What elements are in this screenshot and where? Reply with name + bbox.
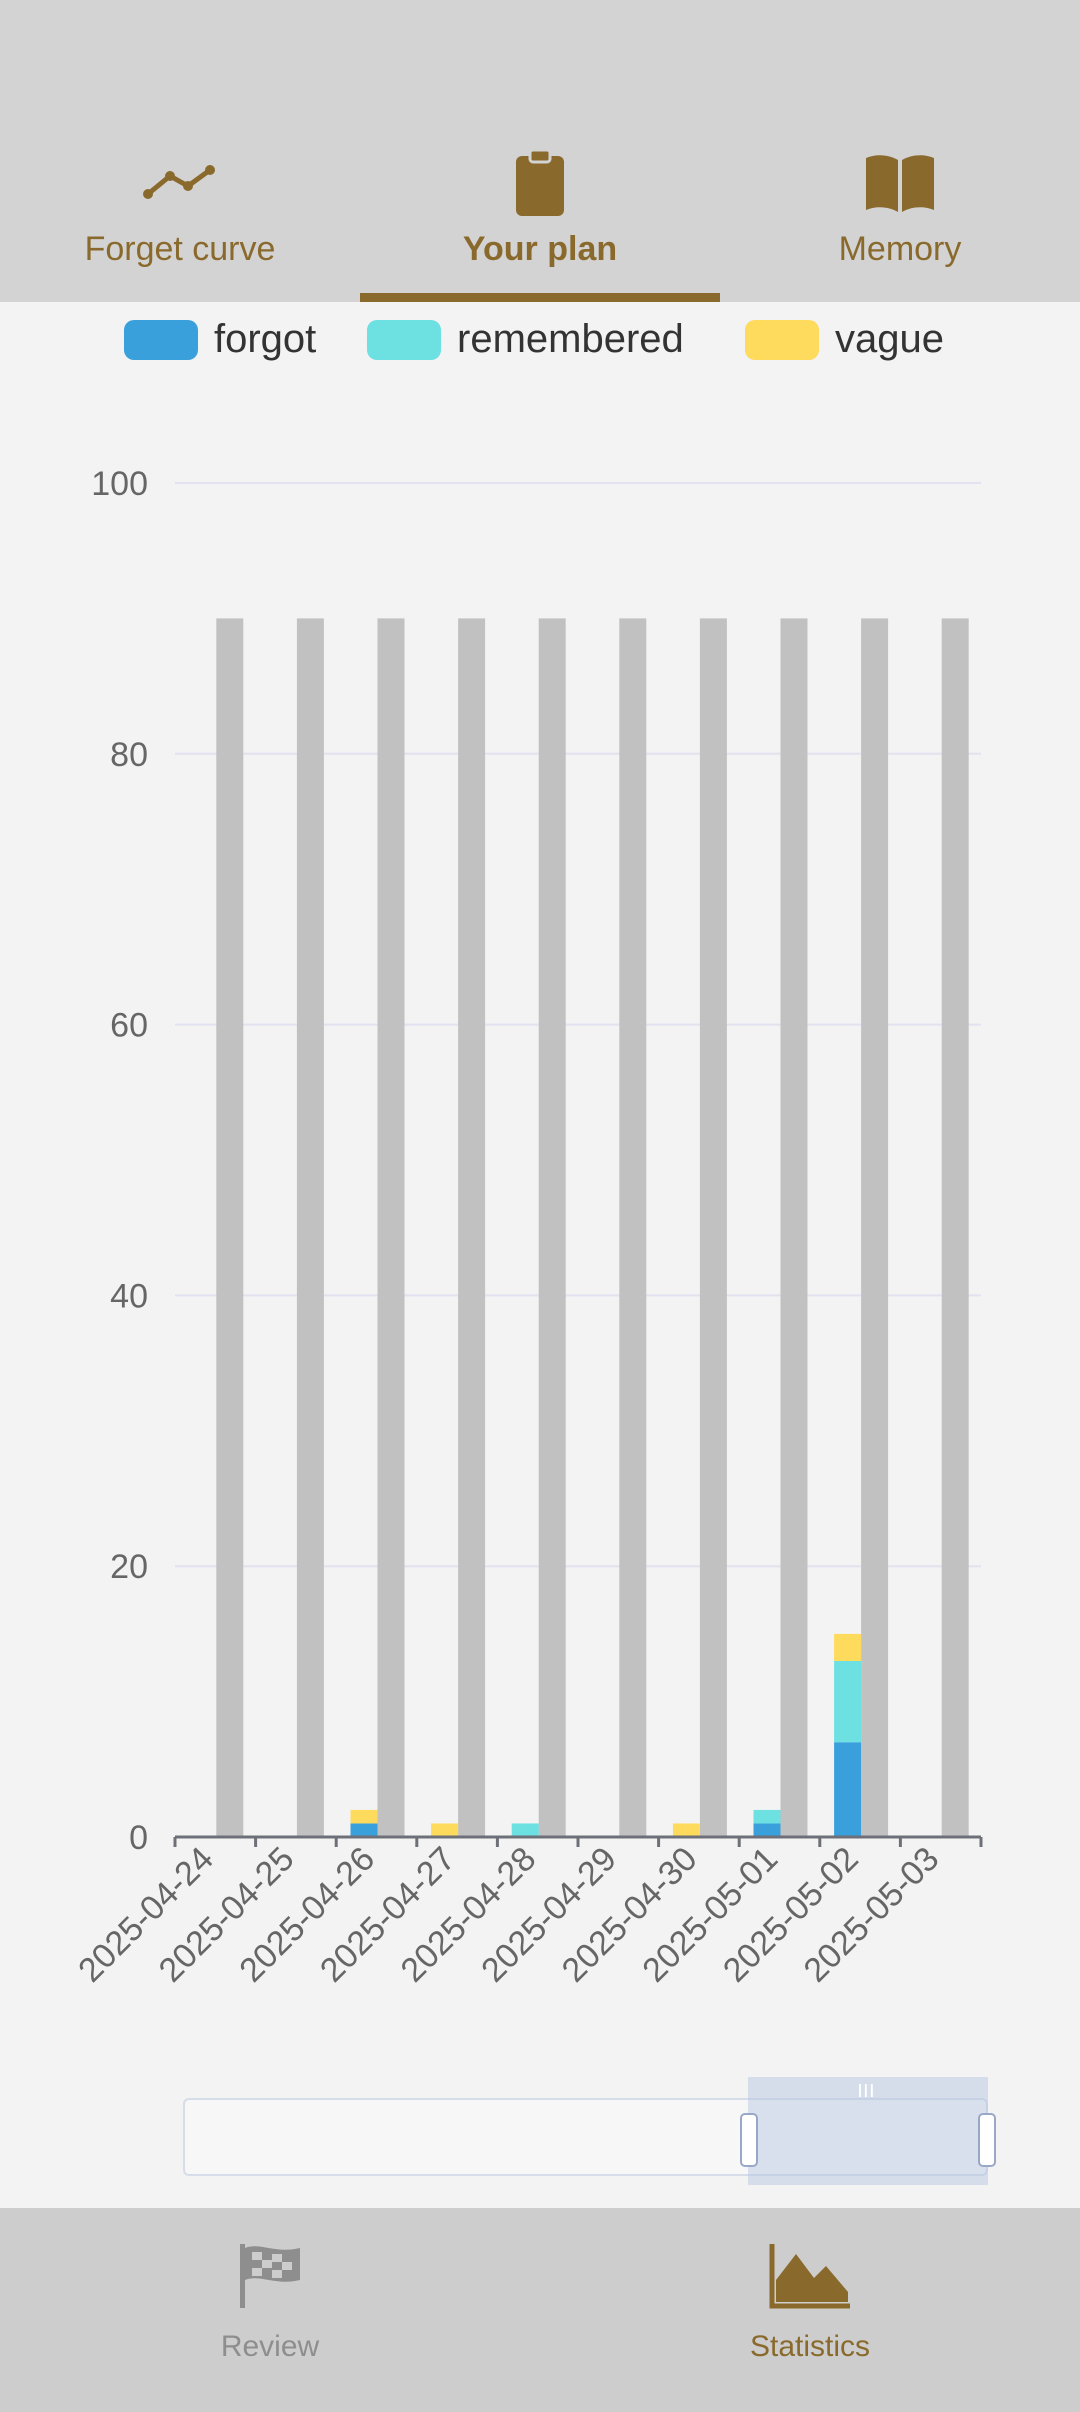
area-chart-icon xyxy=(540,2236,1080,2316)
bar-segment-forgot xyxy=(350,1823,378,1837)
nav-label: Review xyxy=(220,2330,320,2363)
chart-legend: forgot remembered vague xyxy=(0,305,1080,371)
y-tick-label: 60 xyxy=(110,1007,148,1045)
tab-label: Your plan xyxy=(462,230,618,268)
background-bar xyxy=(216,618,244,1837)
top-tab-bar: Forget curve Your plan Memory xyxy=(0,0,1080,302)
nav-label: Statistics xyxy=(749,2330,871,2363)
y-tick-label: 0 xyxy=(129,1819,148,1857)
background-bar xyxy=(699,618,727,1837)
legend-label: vague xyxy=(835,317,944,361)
stacked-bar-chart: 0204060801002025-04-242025-04-252025-04-… xyxy=(71,465,983,1990)
background-bar xyxy=(780,618,808,1837)
legend-label: forgot xyxy=(214,317,317,361)
bar-segment-forgot xyxy=(834,1742,862,1837)
bar-segment-remembered xyxy=(511,1823,539,1837)
background-bar xyxy=(941,618,969,1837)
bar-segment-vague xyxy=(350,1809,378,1824)
y-tick-label: 40 xyxy=(110,1277,148,1315)
flag-icon xyxy=(0,2236,540,2316)
clipboard-icon xyxy=(360,144,720,224)
bar-segment-forgot xyxy=(753,1823,781,1837)
tab-label: Memory xyxy=(838,230,962,268)
y-tick-label: 20 xyxy=(110,1548,148,1586)
background-bar xyxy=(296,618,324,1837)
book-icon xyxy=(720,144,1080,224)
line-chart-icon xyxy=(0,144,360,224)
background-bar xyxy=(538,618,566,1837)
zoom-grip-icon[interactable]: ||| xyxy=(858,2081,876,2097)
bottom-nav: Review Statistics xyxy=(0,2208,1080,2412)
bar-segment-vague xyxy=(834,1633,862,1661)
legend-swatch xyxy=(367,320,441,360)
tab-your-plan[interactable]: Your plan xyxy=(360,130,720,302)
bar-segment-vague xyxy=(672,1823,700,1837)
zoom-handle-end[interactable] xyxy=(978,2113,996,2167)
background-bar xyxy=(619,618,647,1837)
nav-statistics[interactable]: Statistics xyxy=(540,2208,1080,2412)
legend-swatch xyxy=(745,320,819,360)
y-tick-label: 100 xyxy=(91,465,148,503)
active-tab-indicator xyxy=(360,293,720,302)
background-bar xyxy=(861,618,889,1837)
zoom-selection[interactable] xyxy=(748,2077,988,2185)
background-bar xyxy=(458,618,486,1837)
zoom-track xyxy=(183,2098,988,2176)
bar-segment-vague xyxy=(431,1823,459,1837)
nav-review[interactable]: Review xyxy=(0,2208,540,2412)
y-tick-label: 80 xyxy=(110,736,148,774)
legend-swatch xyxy=(124,320,198,360)
tab-forget-curve[interactable]: Forget curve xyxy=(0,130,360,302)
bar-segment-remembered xyxy=(753,1809,781,1824)
bar-segment-remembered xyxy=(834,1660,862,1743)
tab-memory[interactable]: Memory xyxy=(720,130,1080,302)
legend-label: remembered xyxy=(457,317,684,361)
tab-label: Forget curve xyxy=(84,230,276,268)
background-bar xyxy=(377,618,405,1837)
zoom-handle-start[interactable] xyxy=(740,2113,758,2167)
data-zoom-slider[interactable]: ||| xyxy=(183,2077,996,2185)
